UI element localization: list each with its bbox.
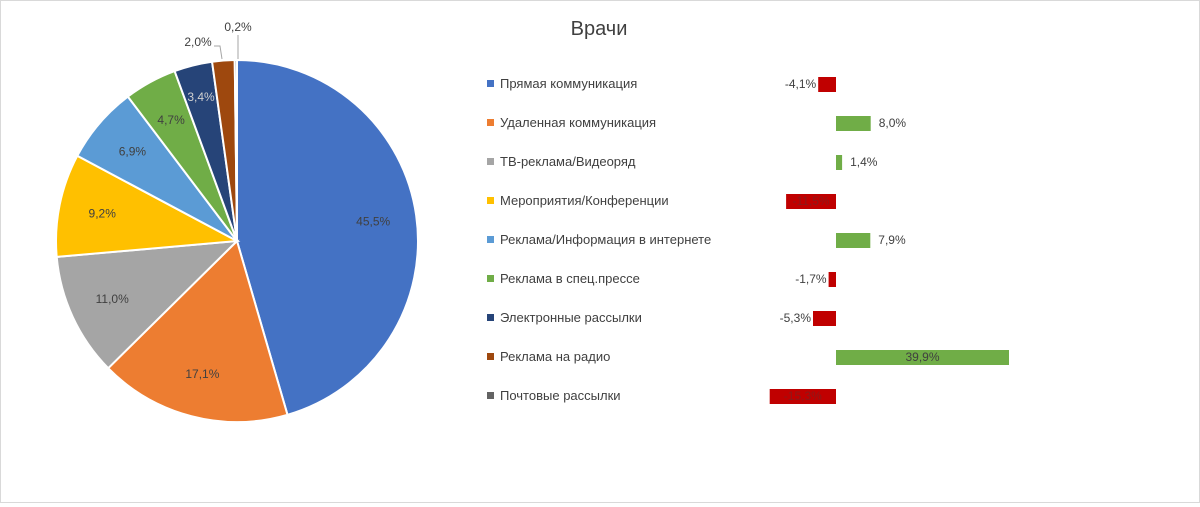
bar-label-реклама-в-спец-прессе: -1,7% — [795, 272, 827, 286]
legend-label-реклама-на-радио: Реклама на радио — [500, 349, 610, 364]
bar-label-тв-реклама-видеоряд: 1,4% — [850, 155, 878, 169]
bar-label-удаленная-коммуникация: 8,0% — [879, 116, 907, 130]
legend: Прямая коммуникация Удаленная коммуникаци… — [487, 76, 711, 403]
change-bars: -4,1% 8,0% 1,4% -11,5% 7,9% -1,7% -5,3% 39,9% -1… — [769, 77, 1009, 404]
chart-title: Врачи — [571, 18, 628, 40]
pie-chart: 45,5% 17,1% 11,0% 9,2% 6,9% 4,7%3,4% 2,0% 0,2% — [55, 20, 419, 423]
pie-label-реклама-в-спец-прессе: 4,7% — [157, 113, 185, 127]
legend-label-реклама-в-спец-прессе: Реклама в спец.прессе — [500, 271, 640, 286]
pie-slice-тв-реклама-видеоряд — [55, 239, 240, 370]
pie-label-удаленная-коммуникация: 17,1% — [185, 367, 219, 381]
legend-label-мероприятия-конференции: Мероприятия/Конференции — [500, 193, 669, 208]
pie-slice-почтовые-рассылки — [233, 58, 238, 242]
legend-marker-тв-реклама-видеоряд — [487, 158, 494, 165]
pie-label-электронные-рассылки: 3,4% — [187, 90, 215, 104]
pie-label-реклама-на-радио: 2,0% — [184, 35, 212, 49]
legend-marker-реклама-на-радио — [487, 353, 494, 360]
legend-marker-реклама-в-спец-прессе — [487, 275, 494, 282]
legend-label-прямая-коммуникация: Прямая коммуникация — [500, 76, 637, 91]
bar-реклама-информация-в-интернете — [836, 233, 871, 248]
bar-label-прямая-коммуникация: -4,1% — [785, 77, 817, 91]
legend-label-электронные-рассылки: Электронные рассылки — [500, 310, 642, 325]
pie-slice-удаленная-коммуникация — [106, 239, 289, 423]
pie-label-тв-реклама-видеоряд: 11,0% — [96, 292, 129, 306]
legend-marker-удаленная-коммуникация — [487, 119, 494, 126]
legend-label-почтовые-рассылки: Почтовые рассылки — [500, 388, 621, 403]
pie-label-мероприятия-конференции: 9,2% — [89, 207, 117, 221]
pie-label-почтовые-рассылки: 0,2% — [224, 20, 252, 34]
bar-label-реклама-на-радио: 39,9% — [905, 350, 939, 364]
bar-реклама-на-радио — [836, 350, 1009, 365]
pie-label-реклама-информация-в-интернете: 6,9% — [119, 145, 147, 159]
bar-прямая-коммуникация — [818, 77, 836, 92]
bar-удаленная-коммуникация — [836, 116, 871, 131]
legend-label-тв-реклама-видеоряд: ТВ-реклама/Видеоряд — [500, 154, 636, 169]
bar-почтовые-рассылки — [769, 389, 836, 404]
legend-marker-реклама-информация-в-интернете — [487, 236, 494, 243]
leader-line-radio — [214, 45, 223, 60]
bar-тв-реклама-видеоряд — [836, 155, 843, 170]
bar-label-электронные-рассылки: -5,3% — [780, 311, 812, 325]
legend-label-удаленная-коммуникация: Удаленная коммуникация — [500, 115, 656, 130]
bar-электронные-рассылки — [813, 311, 836, 326]
legend-label-реклама-информация-в-интернете: Реклама/Информация в интернете — [500, 232, 711, 247]
pie-slice-мероприятия-конференции — [55, 154, 241, 258]
legend-marker-прямая-коммуникация — [487, 80, 494, 87]
bar-label-почтовые-рассылки: -15,3% — [784, 389, 822, 403]
bar-label-мероприятия-конференции: -11,5% — [793, 194, 830, 208]
legend-marker-мероприятия-конференции — [487, 197, 494, 204]
pie-label-прямая-коммуникация: 45,5% — [356, 215, 390, 229]
legend-marker-электронные-рассылки — [487, 314, 494, 321]
bar-мероприятия-конференции — [786, 194, 836, 209]
bar-реклама-в-спец-прессе — [828, 272, 836, 287]
legend-marker-почтовые-рассылки — [487, 392, 494, 399]
pie-slice-прямая-коммуникация — [236, 58, 419, 417]
bar-label-реклама-информация-в-интернете: 7,9% — [878, 233, 906, 247]
